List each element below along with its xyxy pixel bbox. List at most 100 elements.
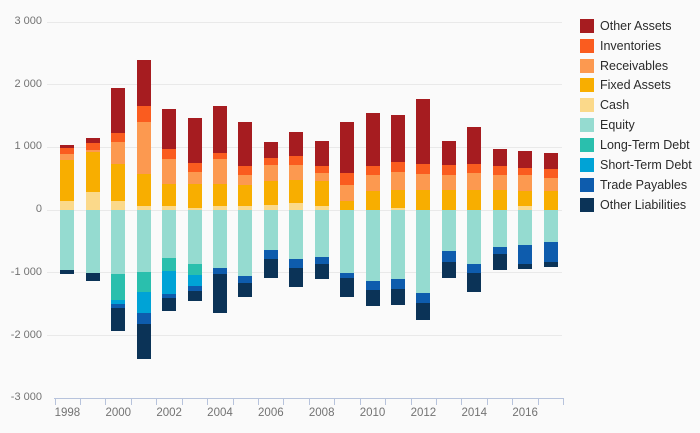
bar-segment: [187, 209, 202, 264]
bar-segment: [365, 280, 380, 290]
x-tick-label: 2000: [105, 407, 132, 420]
gridline: [47, 21, 562, 23]
bar-segment: [187, 285, 202, 291]
bar-segment: [543, 242, 558, 263]
legend-swatch-long-term-debt: [580, 138, 594, 153]
x-axis-tick: [257, 398, 259, 406]
legend-item-equity[interactable]: Equity: [580, 115, 635, 135]
legend-swatch-trade-payables: [580, 178, 594, 193]
bar-segment: [136, 206, 151, 210]
x-tick-label: 2004: [207, 407, 233, 420]
bar-segment: [467, 209, 482, 265]
bar-segment: [390, 288, 405, 305]
bar-segment: [416, 99, 431, 165]
bar-segment: [238, 184, 253, 207]
bar-segment: [162, 257, 177, 271]
legend-item-receivables[interactable]: Receivables: [580, 56, 668, 76]
y-tick-label: -1 000: [10, 265, 42, 278]
x-tick-label: 2010: [359, 407, 386, 420]
bar-segment: [212, 267, 227, 274]
bar-segment: [365, 174, 380, 191]
bar-segment: [441, 190, 456, 210]
bar-segment: [85, 137, 100, 143]
bar-segment: [238, 122, 253, 167]
legend-swatch-other-liabilities: [580, 198, 594, 213]
bar-segment: [518, 150, 533, 168]
bar-segment: [111, 88, 126, 134]
bar-segment: [60, 270, 75, 274]
legend-item-short-term-debt[interactable]: Short-Term Debt: [580, 155, 692, 175]
bar-segment: [289, 258, 304, 268]
legend-item-long-term-debt[interactable]: Long-Term Debt: [580, 135, 690, 155]
bar-segment: [162, 270, 177, 294]
bar-segment: [238, 209, 253, 277]
bar-segment: [136, 122, 151, 174]
bar-segment: [518, 209, 533, 245]
x-axis-tick: [461, 398, 463, 406]
legend-item-other-liabilities[interactable]: Other Liabilities: [580, 195, 686, 215]
x-tick-label: 2006: [258, 407, 284, 420]
bar-segment: [518, 244, 533, 265]
bar-segment: [467, 264, 482, 274]
bar-segment: [111, 308, 126, 331]
legend-item-cash[interactable]: Cash: [580, 95, 629, 115]
legend-swatch-equity: [580, 118, 594, 133]
bar-segment: [162, 108, 177, 150]
x-axis-tick: [181, 398, 183, 406]
bar-segment: [263, 181, 278, 205]
legend-swatch-inventories: [580, 38, 594, 53]
x-axis-tick: [563, 398, 565, 406]
bar-segment: [238, 175, 253, 185]
bar-segment: [187, 118, 202, 163]
gridline: [47, 84, 562, 86]
bar-segment: [85, 142, 100, 150]
x-tick-label: 1998: [54, 407, 81, 420]
bar-segment: [289, 156, 304, 166]
legend-swatch-short-term-debt: [580, 158, 594, 173]
legend-swatch-other-assets: [580, 18, 594, 33]
x-axis-tick: [334, 398, 336, 406]
bar-segment: [340, 173, 355, 186]
bar-segment: [492, 166, 507, 176]
bar-segment: [85, 273, 100, 282]
bar-segment: [365, 190, 380, 210]
bar-segment: [365, 289, 380, 306]
bar-segment: [238, 276, 253, 284]
bar-segment: [441, 250, 456, 263]
bar-segment: [162, 159, 177, 184]
bar-segment: [111, 201, 126, 210]
bar-segment: [289, 202, 304, 210]
legend-item-trade-payables[interactable]: Trade Payables: [580, 175, 687, 195]
legend-item-inventories[interactable]: Inventories: [580, 36, 661, 56]
bar-segment: [212, 183, 227, 207]
x-axis-tick: [512, 398, 514, 406]
bar-segment: [492, 175, 507, 191]
legend-item-other-assets[interactable]: Other Assets: [580, 16, 672, 36]
bar-segment: [263, 141, 278, 158]
legend-label: Equity: [600, 118, 635, 133]
x-tick-label: 2014: [461, 407, 488, 420]
x-axis-tick: [105, 398, 107, 406]
bar-segment: [263, 157, 278, 166]
bar-segment: [60, 200, 75, 210]
bar-segment: [467, 127, 482, 164]
bar-segment: [187, 207, 202, 210]
bar-segment: [263, 249, 278, 259]
bar-segment: [467, 163, 482, 173]
bar-segment: [238, 166, 253, 176]
bar-segment: [543, 168, 558, 178]
legend-item-fixed-assets[interactable]: Fixed Assets: [580, 75, 671, 95]
bar-segment: [162, 209, 177, 258]
bar-segment: [187, 162, 202, 172]
bar-segment: [289, 267, 304, 287]
legend-label: Inventories: [600, 38, 662, 53]
bar-segment: [492, 190, 507, 210]
bar-segment: [136, 272, 151, 293]
legend-swatch-cash: [580, 98, 594, 113]
bar-segment: [212, 159, 227, 184]
bar-segment: [390, 190, 405, 208]
bar-segment: [111, 209, 126, 275]
bar-segment: [60, 145, 75, 149]
bar-segment: [212, 209, 227, 268]
bar-segment: [340, 278, 355, 297]
